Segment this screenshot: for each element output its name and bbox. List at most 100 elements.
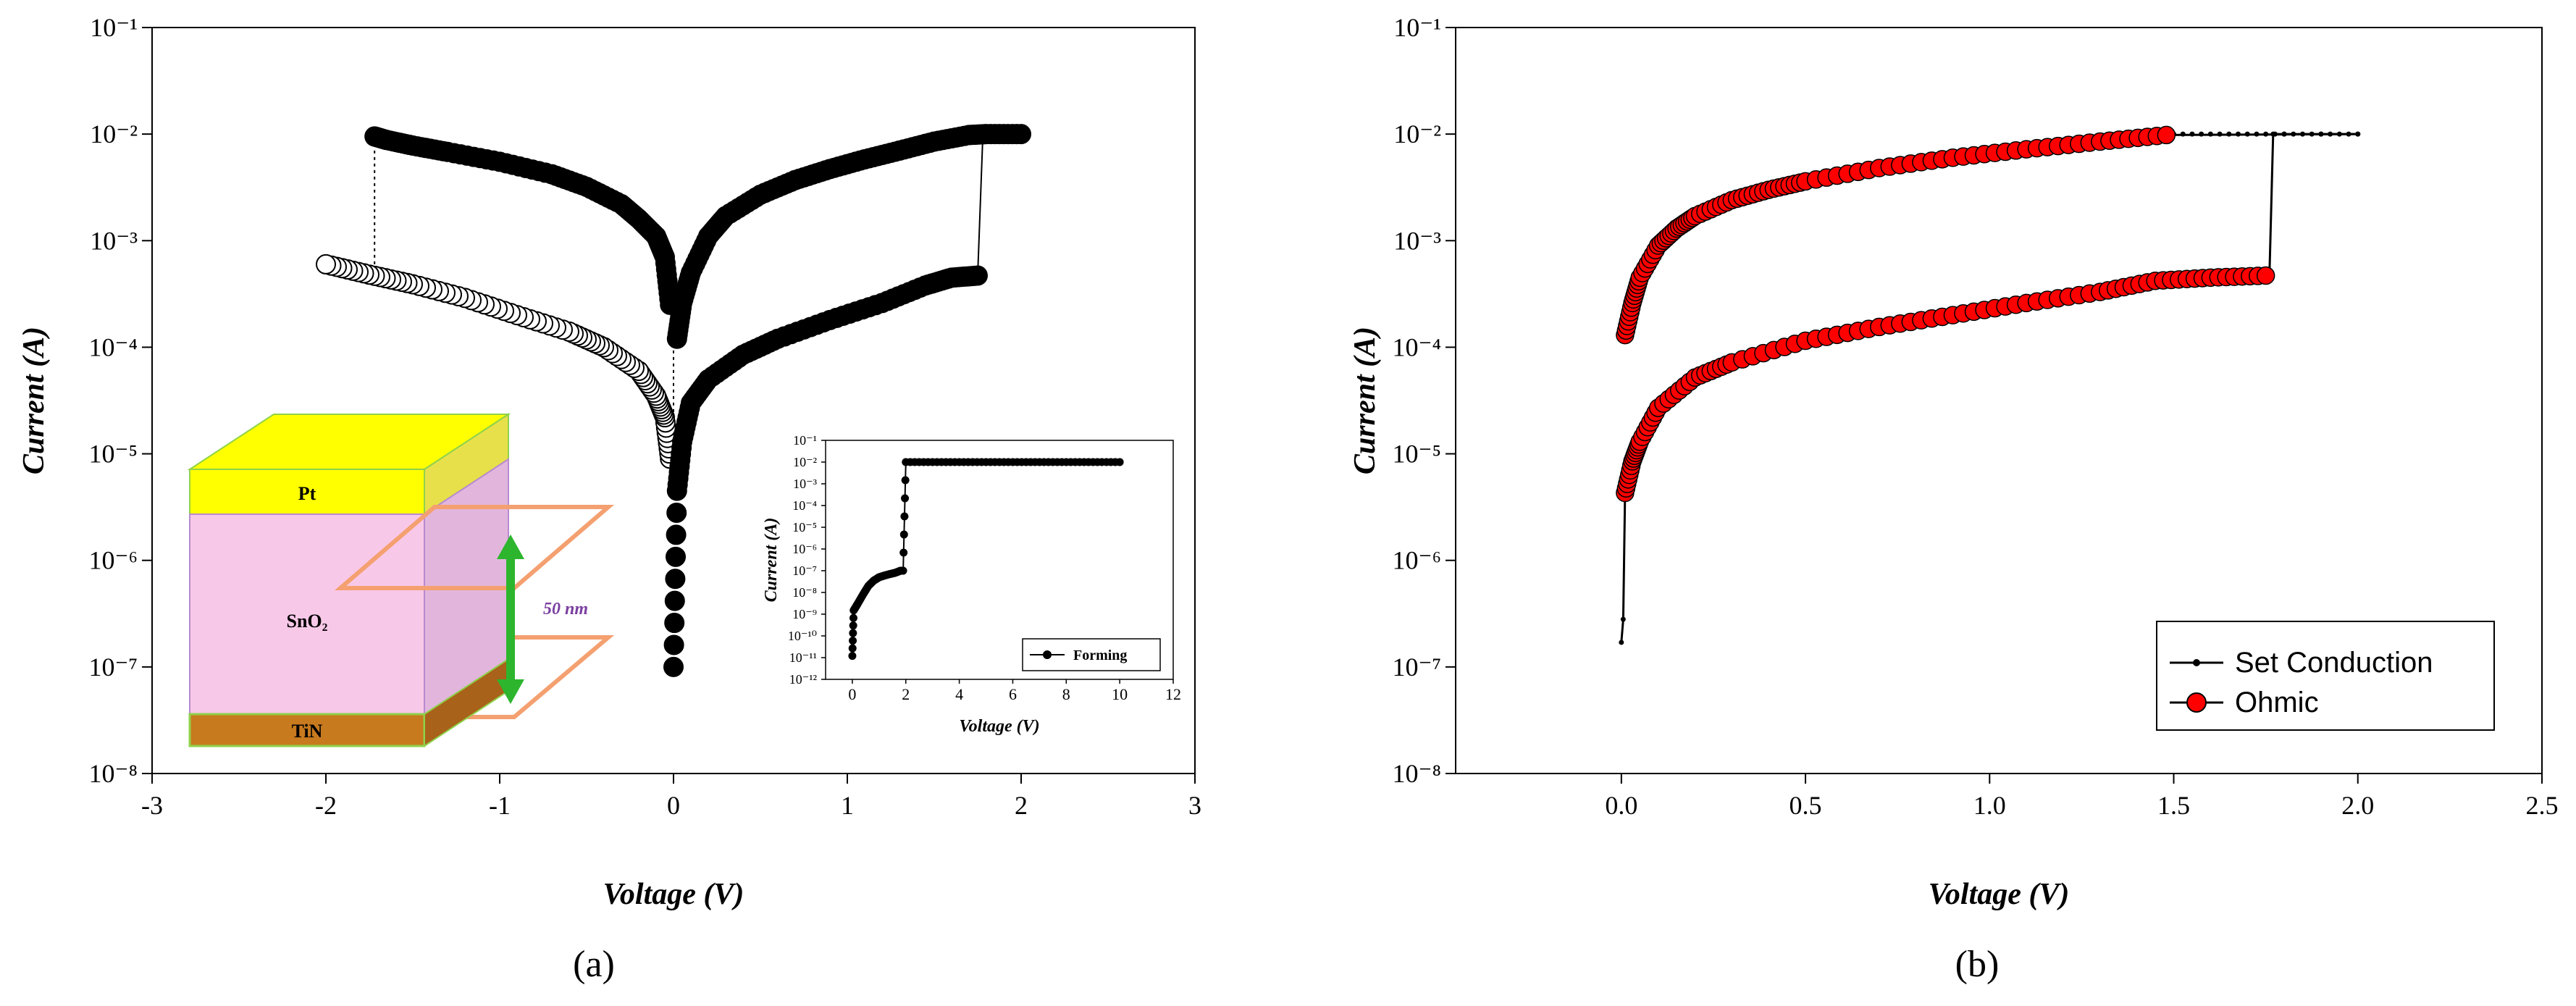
y-tick-label: 10⁻⁸	[88, 759, 138, 788]
y-tick-label: 10⁻⁷	[88, 653, 138, 682]
x-tick-label: 2.0	[2341, 791, 2374, 820]
set-conduction-point	[2226, 131, 2232, 137]
x-tick-label: 6	[1009, 685, 1017, 703]
inset-y-ticks: 10⁻¹² 10⁻¹¹ 10⁻¹⁰ 10⁻⁹ 10⁻⁸ 10⁻⁷ 10⁻⁶ 10⁻⁵ 10⁻⁴ 1…	[788, 433, 826, 687]
set-conduction-point	[1620, 616, 1626, 622]
y-tick-label: 10⁻⁸	[1392, 759, 1441, 788]
x-tick-label: 0	[848, 685, 856, 703]
set-conduction-point	[2309, 131, 2315, 137]
inset-forming-point	[899, 530, 908, 539]
panel-b-y-axis-title: Current (A)	[1348, 327, 1382, 474]
x-tick-label: 3	[1188, 791, 1201, 820]
set-conduction-point	[2299, 131, 2305, 137]
inset-forming-point	[848, 652, 857, 661]
series-2-point	[968, 265, 988, 286]
inset-legend-label: Forming	[1073, 647, 1127, 663]
x-tick-label: 0	[667, 791, 680, 820]
x-tick-label: -2	[315, 791, 337, 820]
y-tick-label: 10⁻⁶	[1392, 546, 1441, 575]
inset-forming-point	[901, 494, 910, 503]
stack-sno2-label: SnO₂	[287, 611, 328, 632]
inset-y-axis-title: Current (A)	[762, 518, 781, 603]
panel-a-x-ticks: -3 -2 -1 0 1 2 3	[141, 774, 1201, 820]
panel-b-y-ticks: 10⁻⁸ 10⁻⁷ 10⁻⁶ 10⁻⁵ 10⁻⁴ 10⁻³ 10⁻² 10⁻¹	[1392, 13, 1456, 788]
device-stack-illustration: Pt SnO₂ TiN 50 nm	[187, 413, 615, 747]
inset-forming-point	[849, 613, 857, 622]
y-tick-label: 10⁻⁶	[792, 542, 817, 556]
inset-forming-point	[900, 512, 909, 521]
series-2-point	[666, 503, 687, 524]
set-transition-line	[977, 134, 984, 276]
series-0-point	[364, 126, 385, 147]
set-conduction-point	[2328, 131, 2333, 137]
set-conduction-point	[2263, 131, 2269, 137]
y-tick-label: 10⁻²	[793, 455, 817, 469]
x-tick-label: 1	[841, 791, 854, 820]
y-tick-label: 10⁻³	[1393, 226, 1441, 255]
thickness-arrow-head-top	[497, 535, 524, 559]
y-tick-label: 10⁻⁴	[792, 498, 817, 513]
set-conduction-point	[2291, 131, 2296, 137]
x-tick-label: 10	[1112, 685, 1128, 703]
set-conduction-point	[2336, 131, 2342, 137]
y-tick-label: 10⁻²	[1393, 120, 1441, 148]
y-tick-label: 10⁻¹	[793, 433, 817, 448]
y-tick-label: 10⁻¹	[90, 13, 138, 42]
ohmic-point	[2157, 125, 2176, 145]
set-conduction-point	[2189, 131, 2195, 137]
set-conduction-point	[2217, 131, 2223, 137]
panel-a: -3 -2 -1 0 1 2 3 10⁻⁸10⁻⁷10⁻⁶10⁻⁵10⁻⁴10⁻³10⁻²1…	[17, 13, 1201, 985]
series-2-point	[664, 613, 685, 634]
panel-b: 0.0 0.5 1.0 1.5 2.0 2.5 10⁻⁸10⁻⁷10⁻⁶10⁻⁵10⁻⁴1…	[1348, 13, 2559, 985]
inset-plot-frame	[825, 440, 1174, 680]
panel-a-marks	[316, 124, 1031, 677]
panel-b-x-axis-title: Voltage (V)	[1929, 878, 2070, 911]
inset-forming-chart: 0 2 4 6 8 10 12 10⁻¹²10⁻¹¹10⁻¹⁰10⁻⁹10⁻⁸10⁻⁷10⁻…	[762, 433, 1188, 736]
y-tick-label: 10⁻¹	[1393, 13, 1441, 42]
x-tick-label: 2.5	[2526, 791, 2559, 820]
inset-x-axis-title: Voltage (V)	[959, 717, 1039, 736]
panel-a-y-axis-title: Current (A)	[17, 327, 51, 474]
inset-forming-point	[849, 637, 857, 645]
series-2-point	[663, 634, 684, 655]
set-conduction-point	[2207, 131, 2213, 137]
y-tick-label: 10⁻⁹	[792, 607, 817, 621]
legend-set-marker	[2193, 659, 2200, 666]
inset-forming-point	[901, 476, 910, 485]
series-1-point	[316, 253, 336, 274]
set-conduction-point	[2281, 131, 2287, 137]
set-conduction-line	[1620, 133, 2358, 643]
set-conduction-point	[2244, 131, 2250, 137]
series-2-point	[665, 569, 686, 590]
inset-legend: Forming	[1022, 638, 1161, 671]
x-tick-label: 8	[1062, 685, 1070, 703]
y-tick-label: 10⁻⁶	[88, 546, 138, 575]
y-tick-label: 10⁻¹¹	[789, 650, 817, 665]
x-tick-label: -1	[489, 791, 511, 820]
y-tick-label: 10⁻⁷	[792, 563, 817, 578]
y-tick-label: 10⁻⁵	[1392, 440, 1441, 469]
set-conduction-point	[2346, 131, 2351, 137]
x-tick-label: 0.5	[1790, 791, 1822, 820]
y-tick-label: 10⁻¹²	[789, 672, 817, 687]
series-2-point	[666, 546, 686, 567]
thickness-arrow-head-bottom	[497, 679, 524, 704]
legend-ohmic-marker	[2186, 692, 2207, 713]
set-conduction-point	[2236, 131, 2241, 137]
x-tick-label: 2	[902, 685, 910, 703]
panel-b-legend: Set Conduction Ohmic	[2156, 621, 2495, 731]
x-tick-label: 12	[1165, 685, 1181, 703]
panel-b-label: (b)	[1955, 944, 2000, 985]
y-tick-label: 10⁻⁸	[792, 585, 817, 600]
stack-pt-layer	[189, 469, 425, 515]
set-conduction-point	[2355, 131, 2361, 137]
inset-marks	[848, 458, 1124, 661]
y-tick-label: 10⁻²	[90, 120, 138, 148]
inset-forming-point	[1115, 458, 1124, 466]
set-conduction-point	[2180, 131, 2186, 137]
y-tick-label: 10⁻⁵	[88, 440, 138, 469]
panel-a-y-ticks: 10⁻⁸ 10⁻⁷ 10⁻⁶ 10⁻⁵ 10⁻⁴ 10⁻³ 10⁻² 10⁻¹	[88, 13, 152, 788]
y-tick-label: 10⁻⁴	[1392, 332, 1441, 361]
legend-ohmic-label: Ohmic	[2235, 687, 2319, 718]
